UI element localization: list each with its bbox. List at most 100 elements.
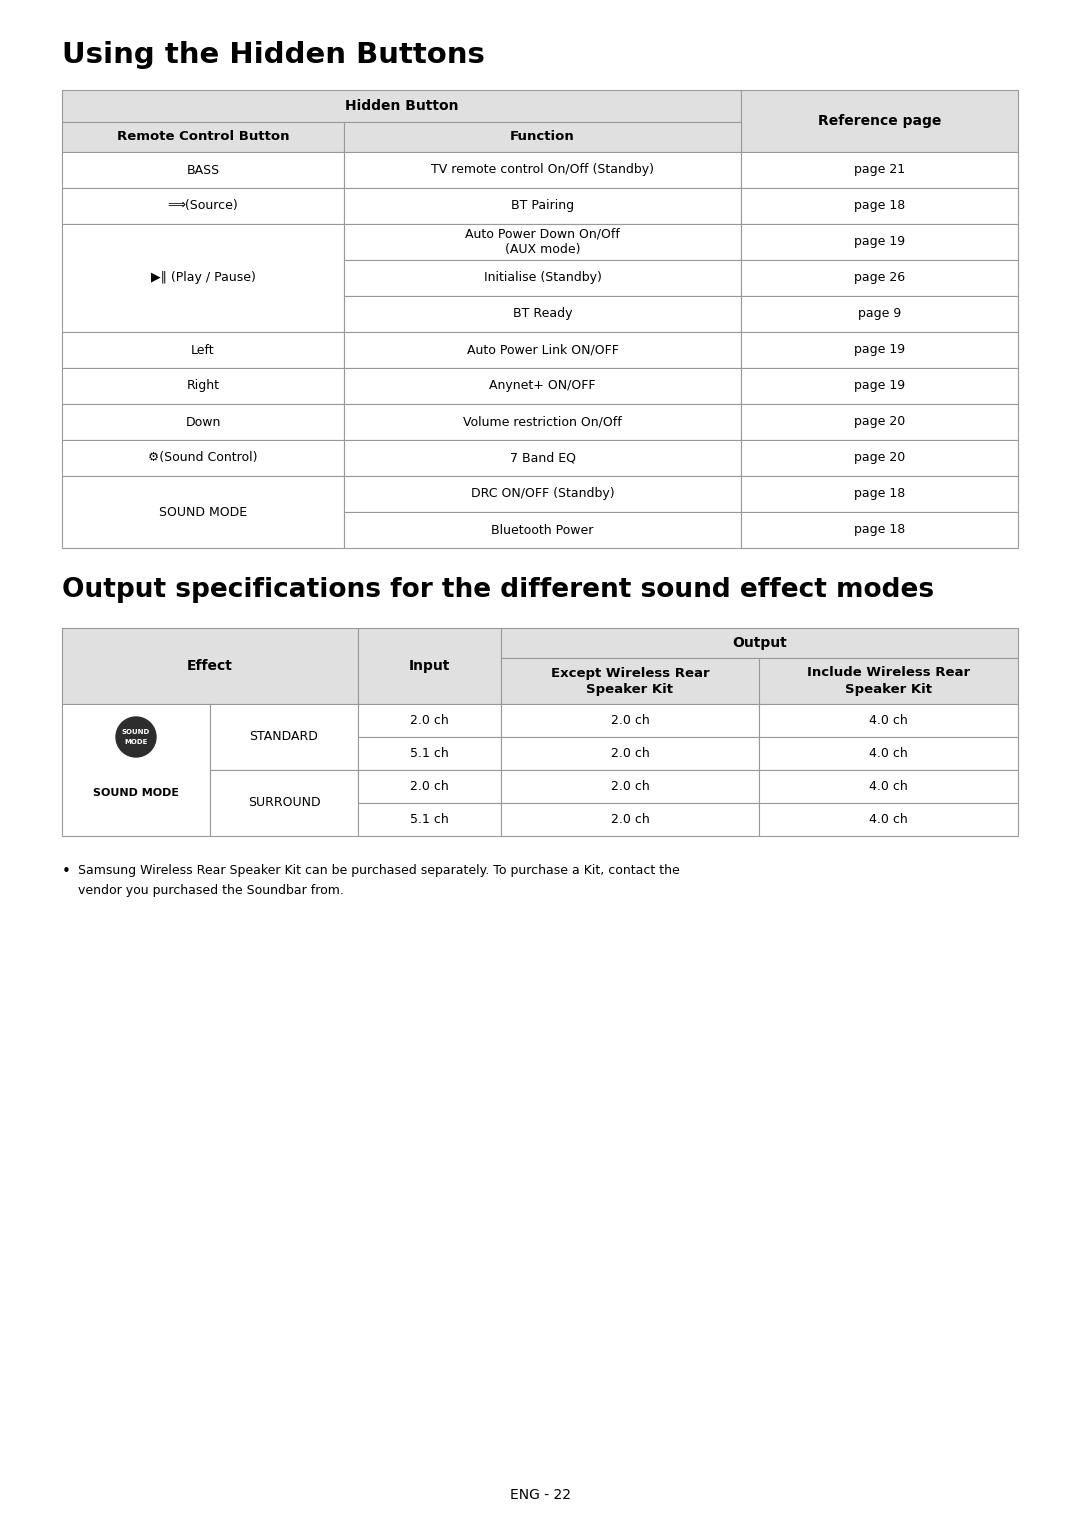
Bar [62,152,345,188]
Text: 2.0 ch: 2.0 ch [610,780,649,794]
Text: page 20: page 20 [854,415,905,429]
Bar [62,224,345,332]
Bar [62,476,345,548]
Bar [345,476,741,512]
Text: Input: Input [409,659,450,673]
Text: Except Wireless Rear
Speaker Kit: Except Wireless Rear Speaker Kit [551,666,710,696]
Text: 2.0 ch: 2.0 ch [610,714,649,728]
Text: 7 Band EQ: 7 Band EQ [510,452,576,464]
Text: Output specifications for the different sound effect modes: Output specifications for the different … [62,578,934,604]
Bar [759,737,1018,771]
Bar [501,803,759,836]
Bar [62,628,357,705]
Bar [759,771,1018,803]
Text: 4.0 ch: 4.0 ch [869,813,908,826]
Bar [345,332,741,368]
Bar [741,188,1018,224]
Text: Remote Control Button: Remote Control Button [117,130,289,144]
Bar [62,440,345,476]
Text: BT Pairing: BT Pairing [511,199,575,213]
Bar [741,368,1018,404]
Text: SOUND MODE: SOUND MODE [159,506,247,518]
Bar [501,659,759,705]
Text: Down: Down [186,415,220,429]
Text: 4.0 ch: 4.0 ch [869,748,908,760]
Bar [357,771,501,803]
Bar [759,659,1018,705]
Text: page 21: page 21 [854,164,905,176]
Text: SOUND: SOUND [122,729,150,735]
Bar [759,803,1018,836]
Text: Samsung Wireless Rear Speaker Kit can be purchased separately. To purchase a Kit: Samsung Wireless Rear Speaker Kit can be… [78,864,679,898]
Text: STANDARD: STANDARD [249,731,319,743]
Bar [741,260,1018,296]
Text: Left: Left [191,343,215,357]
Text: Using the Hidden Buttons: Using the Hidden Buttons [62,41,485,69]
Text: MODE: MODE [124,738,148,745]
Text: Auto Power Link ON/OFF: Auto Power Link ON/OFF [467,343,619,357]
Text: page 18: page 18 [854,487,905,501]
Text: Right: Right [187,380,219,392]
Bar [741,404,1018,440]
Text: BASS: BASS [187,164,219,176]
Bar [501,705,759,737]
Text: Auto Power Down On/Off
(AUX mode): Auto Power Down On/Off (AUX mode) [465,228,620,256]
Bar [62,332,345,368]
Bar [741,476,1018,512]
Bar [62,705,210,836]
Text: 2.0 ch: 2.0 ch [410,714,449,728]
Text: page 26: page 26 [854,271,905,285]
Text: BT Ready: BT Ready [513,308,572,320]
Bar [345,224,741,260]
Text: Function: Function [510,130,575,144]
Bar [741,332,1018,368]
Bar [210,705,357,771]
Bar [501,628,1018,659]
Text: page 19: page 19 [854,380,905,392]
Bar [345,296,741,332]
Text: page 19: page 19 [854,236,905,248]
Bar [345,512,741,548]
Bar [741,90,1018,152]
Text: Include Wireless Rear
Speaker Kit: Include Wireless Rear Speaker Kit [807,666,970,696]
Bar [741,440,1018,476]
Bar [62,404,345,440]
Text: 2.0 ch: 2.0 ch [610,748,649,760]
Text: page 20: page 20 [854,452,905,464]
Text: DRC ON/OFF (Standby): DRC ON/OFF (Standby) [471,487,615,501]
Text: page 19: page 19 [854,343,905,357]
Text: 2.0 ch: 2.0 ch [610,813,649,826]
Bar [501,771,759,803]
Text: 5.1 ch: 5.1 ch [410,813,449,826]
Text: SOUND MODE: SOUND MODE [93,787,179,798]
Text: ▶‖ (Play / Pause): ▶‖ (Play / Pause) [150,271,256,285]
Bar [759,705,1018,737]
Bar [345,123,741,152]
Text: 4.0 ch: 4.0 ch [869,714,908,728]
Bar [357,628,501,705]
Text: SURROUND: SURROUND [247,797,321,809]
Bar [357,803,501,836]
Bar [345,152,741,188]
Bar [357,737,501,771]
Bar [741,152,1018,188]
Text: 5.1 ch: 5.1 ch [410,748,449,760]
Bar [501,737,759,771]
Bar [741,296,1018,332]
Text: TV remote control On/Off (Standby): TV remote control On/Off (Standby) [431,164,654,176]
Text: page 9: page 9 [858,308,901,320]
Bar [345,368,741,404]
Text: page 18: page 18 [854,524,905,536]
Text: page 18: page 18 [854,199,905,213]
Text: Reference page: Reference page [818,113,941,129]
Bar [62,90,741,123]
Text: •: • [62,864,71,879]
Bar [345,260,741,296]
Text: Hidden Button: Hidden Button [345,100,458,113]
Bar [345,440,741,476]
Text: ⟹(Source): ⟹(Source) [167,199,239,213]
Bar [210,771,357,836]
Bar [62,368,345,404]
Circle shape [116,717,156,757]
Bar [741,224,1018,260]
